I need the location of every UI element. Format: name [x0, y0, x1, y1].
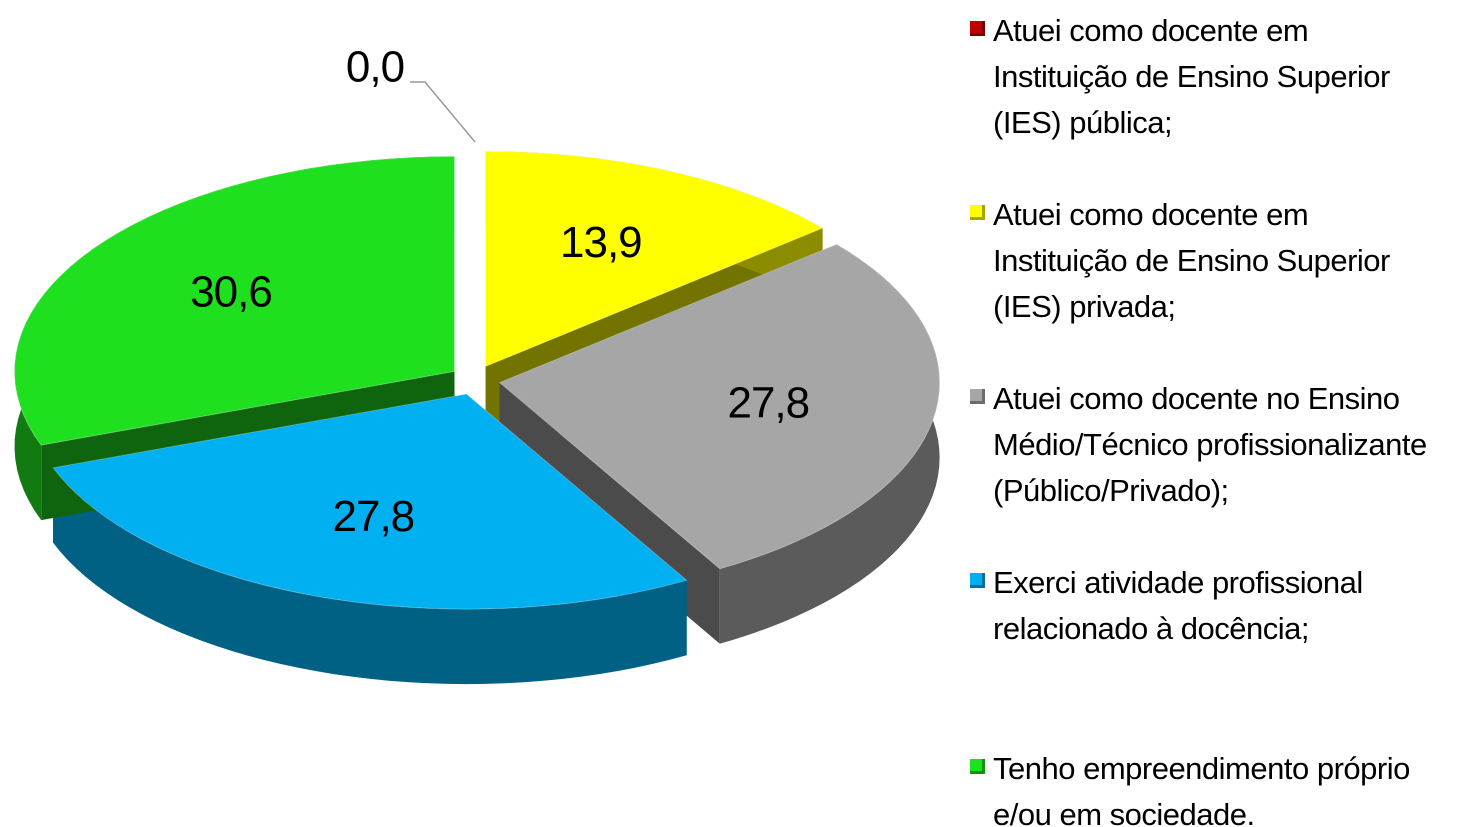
slice	[498, 243, 941, 570]
slice	[14, 155, 456, 446]
legend-swatch	[970, 573, 985, 588]
legend-swatch	[970, 21, 985, 36]
legend-swatch	[970, 389, 985, 404]
legend-item: Exerci atividade profissional relacionad…	[970, 560, 1450, 652]
legend-swatch	[970, 205, 985, 220]
data-label: 30,6	[190, 268, 272, 317]
leader-line	[410, 81, 476, 143]
legend-item: Tenho empreendimento próprio e/ou em soc…	[970, 746, 1450, 827]
slice	[485, 150, 824, 368]
legend-label: Atuei como docente em Instituição de Ens…	[993, 197, 1390, 324]
legend-swatch	[970, 759, 985, 774]
legend-item: Atuei como docente no Ensino Médio/Técni…	[970, 376, 1450, 514]
legend-label: Atuei como docente em Instituição de Ens…	[993, 13, 1390, 140]
legend-item: Atuei como docente em Instituição de Ens…	[970, 192, 1450, 330]
pie-area: 0,0 13,9 27,8 27,8 30,6	[14, 43, 941, 685]
data-label: 27,8	[333, 492, 415, 541]
data-label: 27,8	[727, 378, 809, 427]
legend-label: Atuei como docente no Ensino Médio/Técni…	[993, 381, 1427, 508]
slice	[52, 393, 688, 610]
legend-label: Exerci atividade profissional relacionad…	[993, 565, 1363, 646]
legend-label: Tenho empreendimento próprio e/ou em soc…	[993, 751, 1410, 827]
slice-side	[53, 467, 687, 685]
data-label: 13,9	[560, 218, 642, 267]
legend-item: Atuei como docente em Instituição de Ens…	[970, 8, 1450, 146]
data-label: 0,0	[346, 43, 404, 92]
